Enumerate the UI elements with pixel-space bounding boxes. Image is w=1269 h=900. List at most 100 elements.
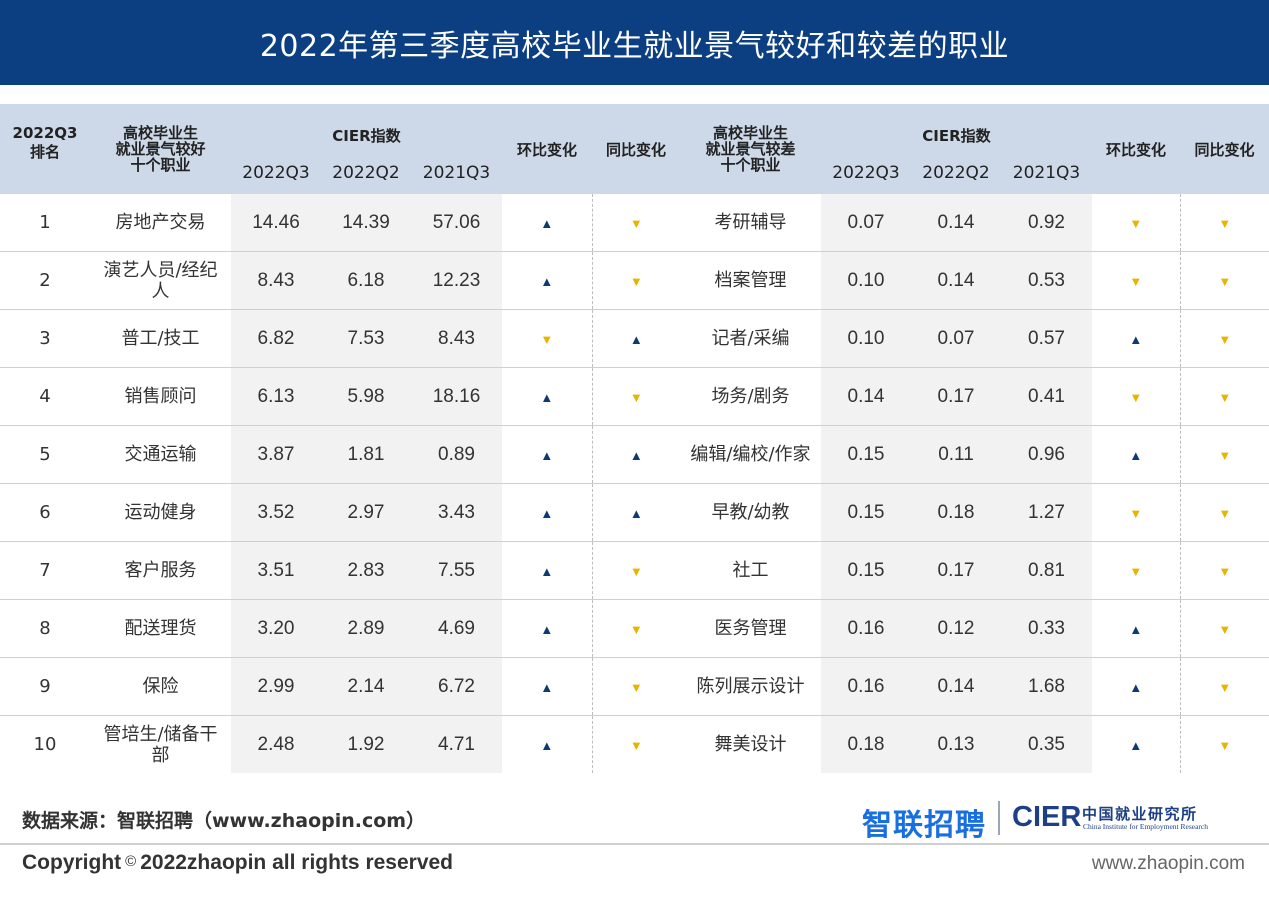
bad-yoy-arrow-cell: ▼ [1180,657,1269,716]
arrow-down-icon: ▼ [1129,563,1143,579]
bad-q-lastyear-cell: 0.35 [1001,715,1092,773]
bad-q-prev-cell: 0.13 [911,715,1001,773]
table-row: 1 房地产交易 14.46 14.39 57.06 ▲ ▼ 考研辅导 0.07 0.14 0.92 ▼… [0,194,1269,252]
good-occupation-cell: 演艺人员/经纪人 [90,251,231,310]
bad-occupation-cell: 档案管理 [680,251,821,310]
bad-q-cur-cell: 0.16 [821,599,911,658]
good-occupation-cell: 交通运输 [90,425,231,484]
good-yoy-arrow-cell: ▼ [592,541,680,600]
good-q-prev-cell: 7.53 [321,309,411,368]
table-row: 7 客户服务 3.51 2.83 7.55 ▲ ▼ 社工 0.15 0.17 0.81 ▼ ▼ [0,541,1269,600]
bad-mom-arrow-cell: ▼ [1092,251,1181,310]
arrow-up-icon: ▲ [540,563,554,579]
rank-cell: 7 [0,541,90,600]
logo-divider [998,801,1000,835]
bad-q-prev-cell: 0.17 [911,541,1001,600]
good-mom-arrow-cell: ▲ [502,251,593,310]
good-q-cur-cell: 3.51 [231,541,321,600]
arrow-up-icon: ▲ [1129,679,1143,695]
arrow-down-icon: ▼ [629,679,643,695]
arrow-up-icon: ▲ [540,737,554,753]
good-occupation-cell: 销售顾问 [90,367,231,426]
cier-logo-cn: 中国就业研究所 [1082,805,1198,823]
arrow-down-icon: ▼ [1218,505,1232,521]
footer-divider [0,843,1269,845]
arrow-up-icon: ▲ [540,389,554,405]
bad-yoy-arrow-cell: ▼ [1180,425,1269,484]
rank-cell: 3 [0,309,90,368]
good-yoy-arrow-cell: ▼ [592,367,680,426]
good-q-cur-cell: 2.48 [231,715,321,773]
bad-q-cur-cell: 0.14 [821,367,911,426]
arrow-down-icon: ▼ [629,389,643,405]
bad-q-cur-cell: 0.15 [821,425,911,484]
bad-yoy-arrow-cell: ▼ [1180,716,1269,774]
good-yoy-arrow-cell: ▲ [592,483,680,542]
good-occupation-cell: 房地产交易 [90,194,231,252]
rank-header: 2022Q3 排名 [0,104,90,194]
good-q-lastyear-cell: 57.06 [411,194,502,252]
good-q-cur-cell: 14.46 [231,194,321,252]
bad-occupation-cell: 舞美设计 [714,734,787,755]
table-row: 6 运动健身 3.52 2.97 3.43 ▲ ▲ 早教/幼教 0.15 0.18 1.27 ▼ ▼ [0,483,1269,542]
bad-cier-header: CIER指数 [821,104,1092,152]
table-row: 8 配送理货 3.20 2.89 4.69 ▲ ▼ 医务管理 0.16 0.12 0.33 ▲ ▼ [0,599,1269,658]
good-q-prev-cell: 2.83 [321,541,411,600]
bad-occupation-cell: 记者/采编 [680,309,821,368]
bad-yoy-arrow-cell: ▼ [1180,483,1269,542]
good-q-prev-header: 2022Q2 [321,152,411,194]
bad-q-cur-header: 2022Q3 [821,152,911,194]
website-link[interactable]: www.zhaopin.com [1091,853,1245,874]
good-mom-header: 环比变化 [502,104,592,194]
bad-occupation-cell: 编辑/编校/作家 [680,425,821,484]
good-q-cur-header: 2022Q3 [231,152,321,194]
arrow-down-icon: ▼ [629,621,643,637]
bad-q-cur-cell: 0.10 [821,251,911,310]
good-occupation-cell: 客户服务 [90,541,231,600]
rank-cell: 1 [0,194,90,252]
bad-q-lastyear-cell: 0.53 [1001,251,1092,310]
table-body: 1 房地产交易 14.46 14.39 57.06 ▲ ▼ 考研辅导 0.07 0.14 0.92 ▼… [0,194,1269,773]
bad-yoy-arrow-cell: ▼ [1180,367,1269,426]
bad-mom-arrow-cell: ▲ [1092,599,1181,658]
good-mom-arrow-cell: ▲ [502,715,593,773]
arrow-down-icon: ▼ [1218,331,1232,347]
cier-logo: CIER [1012,801,1082,833]
bad-mom-arrow-cell: ▲ [1092,657,1181,716]
bad-q-cur-cell: 0.18 [821,715,911,773]
bad-yoy-arrow-cell: ▼ [1180,251,1269,310]
copyright: Copyright © 2022zhaopin all rights reserve… [22,851,454,874]
bad-q-prev-cell: 0.14 [911,251,1001,310]
good-yoy-arrow-cell: ▼ [592,716,680,774]
good-mom-arrow-cell: ▲ [502,657,593,716]
bad-q-lastyear-cell: 0.96 [1001,425,1092,484]
good-occupation-cell: 保险 [90,657,231,716]
arrow-down-icon: ▼ [1218,215,1232,231]
bad-q-lastyear-cell: 0.41 [1001,367,1092,426]
bad-q-prev-cell: 0.17 [911,367,1001,426]
good-mom-arrow-cell: ▲ [502,194,593,252]
bad-q-prev-cell: 0.14 [911,194,1001,252]
good-q-cur-cell: 3.87 [231,425,321,484]
data-source: 数据来源：智联招聘（www.zhaopin.com） [22,810,426,832]
bad-q-cur-cell: 0.07 [821,194,911,252]
arrow-down-icon: ▼ [629,215,643,231]
good-q-prev-cell: 14.39 [321,194,411,252]
bad-mom-arrow-cell: ▲ [1092,425,1181,484]
good-q-cur-cell: 2.99 [231,657,321,716]
good-q-lastyear-cell: 18.16 [411,367,502,426]
table-row: 4 销售顾问 6.13 5.98 18.16 ▲ ▼ 场务/剧务 0.14 0.17 0.41 ▼ ▼ [0,367,1269,426]
bad-q-lastyear-header: 2021Q3 [1001,152,1092,194]
bad-q-lastyear-cell: 0.81 [1001,541,1092,600]
good-occupation-cell: 运动健身 [90,483,231,542]
arrow-up-icon: ▲ [1129,737,1143,753]
good-mom-arrow-cell: ▲ [502,367,593,426]
good-q-lastyear-cell: 0.89 [411,425,502,484]
arrow-down-icon: ▼ [1218,389,1232,405]
bad-q-prev-cell: 0.11 [911,425,1001,484]
arrow-up-icon: ▲ [540,447,554,463]
good-yoy-header: 同比变化 [592,104,680,194]
arrow-up-icon: ▲ [540,679,554,695]
rank-cell: 6 [0,483,90,542]
good-mom-arrow-cell: ▼ [502,309,593,368]
